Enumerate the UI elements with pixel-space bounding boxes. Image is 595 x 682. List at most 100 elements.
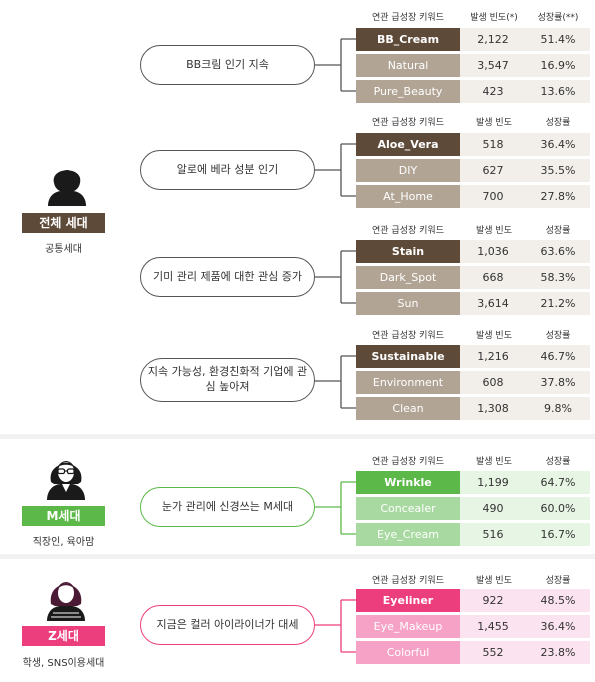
header-keyword: 연관 급성장 키워드 — [372, 118, 444, 128]
connector-bracket — [315, 599, 357, 653]
keyword-cell: Colorful — [356, 641, 460, 664]
growth-cell: 48.5% — [526, 589, 590, 612]
keyword-cell: Eye_Cream — [356, 523, 460, 546]
growth-cell: 64.7% — [526, 471, 590, 494]
keyword-cell: Sustainable — [356, 345, 460, 368]
topic-bubble: 지금은 컬러 아이라이너가 대세 — [140, 605, 315, 645]
table-row: Natural 3,547 16.9% — [356, 54, 590, 77]
header-growth: 성장률 — [545, 118, 571, 128]
table-row: Eye_Cream 516 16.7% — [356, 523, 590, 546]
keyword-cell: Stain — [356, 240, 460, 263]
growth-cell: 21.2% — [526, 292, 590, 315]
keyword-cell: BB_Cream — [356, 28, 460, 51]
header-frequency: 발생 빈도 — [476, 331, 512, 341]
header-frequency: 발생 빈도 — [476, 576, 512, 586]
keyword-cell: At_Home — [356, 185, 460, 208]
keyword-cell: Sun — [356, 292, 460, 315]
keyword-cell: DIY — [356, 159, 460, 182]
group-subtitle-z: 학생, SNS이용세대 — [22, 658, 105, 669]
keyword-cell: Environment — [356, 371, 460, 394]
frequency-cell: 3,547 — [460, 54, 526, 77]
growth-cell: 9.8% — [526, 397, 590, 420]
group-subtitle-m: 직장인, 육아맘 — [32, 537, 95, 548]
header-keyword: 연관 급성장 키워드 — [372, 13, 444, 23]
frequency-cell: 627 — [460, 159, 526, 182]
growth-cell: 36.4% — [526, 615, 590, 638]
frequency-cell: 922 — [460, 589, 526, 612]
growth-cell: 16.9% — [526, 54, 590, 77]
growth-cell: 27.8% — [526, 185, 590, 208]
frequency-cell: 490 — [460, 497, 526, 520]
connector-bracket — [315, 38, 357, 92]
young-woman-icon — [44, 573, 88, 621]
header-growth: 성장률 — [545, 331, 571, 341]
growth-cell: 51.4% — [526, 28, 590, 51]
frequency-cell: 668 — [460, 266, 526, 289]
connector-bracket — [315, 481, 357, 535]
header-frequency: 발생 빈도 — [476, 457, 512, 467]
header-growth: 성장률 — [545, 457, 571, 467]
topic-bubble: 알로에 베라 성분 인기 — [140, 150, 315, 190]
table-row: Eyeliner 922 48.5% — [356, 589, 590, 612]
growth-cell: 46.7% — [526, 345, 590, 368]
group-subtitle-all: 공통세대 — [45, 244, 82, 255]
woman-with-glasses-icon — [44, 452, 88, 500]
frequency-cell: 552 — [460, 641, 526, 664]
table-row: Dark_Spot 668 58.3% — [356, 266, 590, 289]
table-row: Sun 3,614 21.2% — [356, 292, 590, 315]
frequency-cell: 1,036 — [460, 240, 526, 263]
growth-cell: 63.6% — [526, 240, 590, 263]
keyword-cell: Aloe_Vera — [356, 133, 460, 156]
table-row: Clean 1,308 9.8% — [356, 397, 590, 420]
table-row: Pure_Beauty 423 13.6% — [356, 80, 590, 103]
topic-bubble: 눈가 관리에 신경쓰는 M세대 — [140, 487, 315, 527]
header-frequency: 발생 빈도 — [476, 118, 512, 128]
topic-bubble: 기미 관리 제품에 대한 관심 증가 — [140, 257, 315, 297]
header-keyword: 연관 급성장 키워드 — [372, 457, 444, 467]
frequency-cell: 518 — [460, 133, 526, 156]
frequency-cell: 516 — [460, 523, 526, 546]
growth-cell: 13.6% — [526, 80, 590, 103]
frequency-cell: 2,122 — [460, 28, 526, 51]
group-badge-z: Z세대 — [22, 626, 105, 646]
table-header: 연관 급성장 키워드 발생 빈도 성장률 — [356, 326, 590, 342]
table-row: Sustainable 1,216 46.7% — [356, 345, 590, 368]
section-divider — [0, 434, 595, 439]
frequency-cell: 608 — [460, 371, 526, 394]
table-row: Environment 608 37.8% — [356, 371, 590, 394]
woman-silhouette-icon — [46, 160, 88, 206]
growth-cell: 23.8% — [526, 641, 590, 664]
table-row: Colorful 552 23.8% — [356, 641, 590, 664]
frequency-cell: 423 — [460, 80, 526, 103]
keyword-cell: Pure_Beauty — [356, 80, 460, 103]
section-divider — [0, 554, 595, 559]
header-growth: 성장률 — [545, 576, 571, 586]
connector-bracket — [315, 250, 357, 304]
header-keyword: 연관 급성장 키워드 — [372, 576, 444, 586]
header-frequency: 발생 빈도(*) — [470, 13, 518, 23]
table-header: 연관 급성장 키워드 발생 빈도 성장률 — [356, 221, 590, 237]
table-row: Aloe_Vera 518 36.4% — [356, 133, 590, 156]
frequency-cell: 1,308 — [460, 397, 526, 420]
keyword-cell: Natural — [356, 54, 460, 77]
table-header: 연관 급성장 키워드 발생 빈도(*) 성장률(**) — [356, 8, 590, 24]
keyword-cell: Eye_Makeup — [356, 615, 460, 638]
keyword-cell: Clean — [356, 397, 460, 420]
table-row: DIY 627 35.5% — [356, 159, 590, 182]
keyword-cell: Wrinkle — [356, 471, 460, 494]
growth-cell: 58.3% — [526, 266, 590, 289]
frequency-cell: 700 — [460, 185, 526, 208]
table-row: BB_Cream 2,122 51.4% — [356, 28, 590, 51]
header-growth: 성장률 — [545, 226, 571, 236]
keyword-cell: Concealer — [356, 497, 460, 520]
table-header: 연관 급성장 키워드 발생 빈도 성장률 — [356, 113, 590, 129]
header-keyword: 연관 급성장 키워드 — [372, 226, 444, 236]
growth-cell: 35.5% — [526, 159, 590, 182]
connector-bracket — [315, 355, 357, 409]
table-header: 연관 급성장 키워드 발생 빈도 성장률 — [356, 571, 590, 587]
header-frequency: 발생 빈도 — [476, 226, 512, 236]
connector-bracket — [315, 143, 357, 197]
growth-cell: 60.0% — [526, 497, 590, 520]
topic-bubble: BB크림 인기 지속 — [140, 45, 315, 85]
table-row: Stain 1,036 63.6% — [356, 240, 590, 263]
